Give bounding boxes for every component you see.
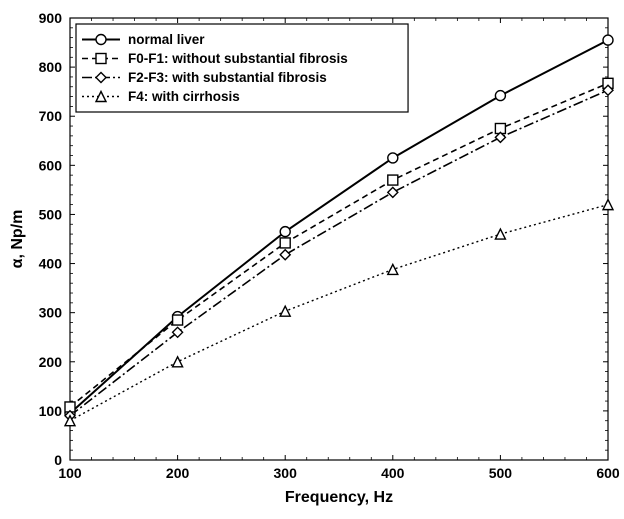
- attenuation-vs-frequency-chart: 1002003004005006000100200300400500600700…: [0, 0, 624, 519]
- y-tick-label: 300: [39, 305, 63, 321]
- y-tick-label: 700: [39, 108, 63, 124]
- legend: normal liver F0-F1: without substantial f…: [76, 24, 408, 112]
- square-marker: [388, 175, 398, 185]
- circle-marker: [388, 153, 398, 163]
- x-tick-label: 300: [274, 465, 298, 481]
- square-marker: [96, 54, 106, 64]
- y-tick-label: 800: [39, 59, 63, 75]
- legend-label: F0-F1: without substantial fibrosis: [128, 51, 348, 66]
- x-axis-label: Frequency, Hz: [285, 489, 393, 506]
- circle-marker: [96, 35, 106, 45]
- y-tick-label: 0: [54, 452, 62, 468]
- y-tick-label: 500: [39, 206, 63, 222]
- y-tick-label: 900: [39, 10, 63, 26]
- legend-label: normal liver: [128, 32, 205, 47]
- square-marker: [173, 315, 183, 325]
- x-tick-label: 500: [489, 465, 513, 481]
- legend-box: [76, 24, 408, 112]
- square-marker: [280, 238, 290, 248]
- legend-label: F2-F3: with substantial fibrosis: [128, 70, 327, 85]
- circle-marker: [603, 35, 613, 45]
- x-tick-label: 600: [596, 465, 620, 481]
- circle-marker: [495, 91, 505, 101]
- y-tick-label: 100: [39, 403, 63, 419]
- circle-marker: [280, 227, 290, 237]
- y-tick-label: 400: [39, 256, 63, 272]
- x-tick-label: 200: [166, 465, 190, 481]
- legend-label: F4: with cirrhosis: [128, 89, 240, 104]
- y-tick-label: 600: [39, 157, 63, 173]
- y-axis-label: α, Np/m: [9, 210, 26, 269]
- chart-container: 1002003004005006000100200300400500600700…: [0, 0, 624, 519]
- x-tick-label: 400: [381, 465, 405, 481]
- y-tick-label: 200: [39, 354, 63, 370]
